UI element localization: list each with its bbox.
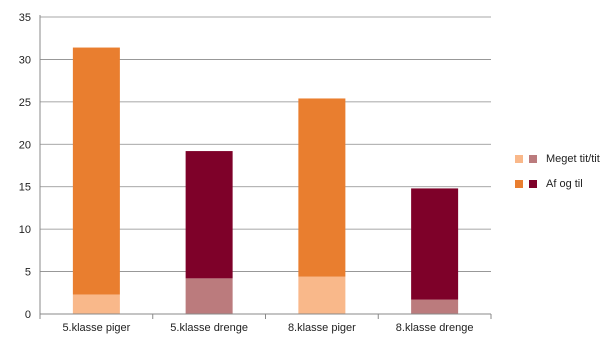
axes: 0 5 10 15 20 25 30 35 5.klasse piger 5.klasse dre… [19,12,492,334]
y-tick-label: 15 [19,182,31,194]
bar-segment [185,151,233,279]
x-tick-label: 5.klasse drenge [170,322,248,334]
bar-segment [298,98,346,277]
bar-segment [411,299,459,314]
y-tick-label: 25 [19,97,31,109]
bar-segment [72,294,120,314]
legend: Meget tit/tit Af og til [515,152,600,202]
y-tick-label: 10 [19,224,31,236]
y-tick-label: 0 [25,309,31,321]
x-tick-label: 5.klasse piger [62,322,130,334]
legend-label: Af og til [546,178,583,190]
bar-segment [411,188,459,300]
legend-item-meget-tit: Meget tit/tit [515,152,600,166]
x-tick-label: 8.klasse drenge [396,322,474,334]
legend-label: Meget tit/tit [546,153,600,165]
y-tick-label: 5 [25,267,31,279]
x-tick-label: 8.klasse piger [288,322,356,334]
legend-item-af-og-til: Af og til [515,177,600,191]
y-tick-label: 35 [19,12,31,24]
legend-swatch-light-maroon [529,155,537,163]
legend-swatch-light-orange [515,155,523,163]
y-tick-label: 30 [19,54,31,66]
bar-segment [185,278,233,314]
bars [72,47,459,314]
y-tick-label: 20 [19,139,31,151]
legend-swatch-maroon [529,180,537,188]
bar-segment [298,276,346,314]
bar-segment [72,47,120,295]
legend-swatch-orange [515,180,523,188]
